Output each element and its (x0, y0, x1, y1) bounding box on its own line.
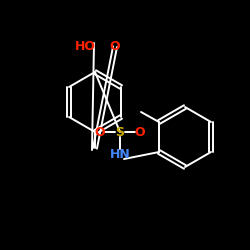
Text: O: O (135, 126, 145, 138)
Text: O: O (95, 126, 105, 138)
Text: HN: HN (110, 148, 130, 162)
Text: S: S (116, 126, 124, 138)
Text: O: O (110, 40, 120, 54)
Text: HO: HO (74, 40, 96, 54)
